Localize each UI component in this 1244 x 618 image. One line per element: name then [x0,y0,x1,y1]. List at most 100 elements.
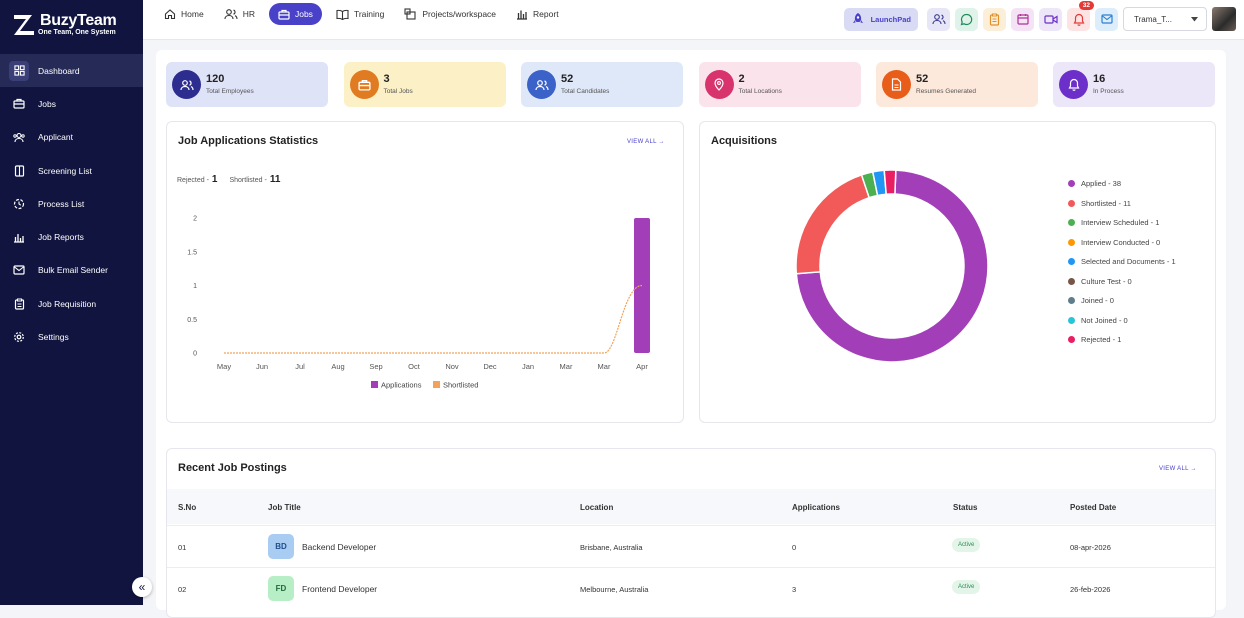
cell-posted-date: 08-apr-2026 [1070,543,1111,552]
tasks-button[interactable] [983,7,1006,31]
stat-card-total-candidates[interactable]: 52 Total Candidates [521,62,683,107]
legend-label: Rejected - 1 [1081,335,1122,345]
table-row[interactable]: 02 FD Frontend Developer Melbourne, Aust… [167,567,1215,609]
legend-dot [1068,180,1075,188]
legend-label: Selected and Documents - 1 [1081,257,1176,267]
card-title: Recent Job Postings [178,462,287,474]
sidebar-item-label: Bulk Email Sender [38,265,108,276]
stat-value: 16 [1093,73,1106,85]
users-icon [224,9,238,20]
caret-down-icon [1191,16,1198,21]
shortlisted-label: Shortlisted - [229,177,267,184]
sidebar-item-label: Job Requisition [38,298,97,309]
tab-hr[interactable]: HR [218,3,261,25]
stat-card-resumes-generated[interactable]: 52 Resumes Generated [876,62,1038,107]
sidebar-item-job-requisition[interactable]: Job Requisition [0,287,143,320]
collapse-sidebar-button[interactable]: « [132,577,152,597]
workspace-icon [404,8,416,20]
x-tick-label: Aug [331,362,344,371]
stat-label: Total Jobs [383,88,413,95]
legend-item: Shortlisted - 11 [1068,194,1176,214]
tab-training[interactable]: Training [330,3,390,25]
column-header: Location [580,503,614,512]
view-all-link[interactable]: VIEW ALL → [627,139,665,145]
legend-label: Applications [381,381,422,390]
y-tick-label: 1.5 [187,249,197,256]
table-header [167,489,1215,524]
series-line [224,284,643,354]
video-button[interactable] [1039,7,1062,31]
stat-value: 2 [738,73,745,85]
legend-dot [1068,297,1075,305]
legend-dot [1068,336,1075,344]
logo-mark-icon [14,15,34,35]
sidebar-item-screening-list[interactable]: Screening List [0,154,143,187]
calendar-button[interactable] [1011,7,1034,31]
sidebar-item-job-reports[interactable]: Job Reports [0,220,143,253]
column-header: Job Title [268,503,301,512]
legend-item: Selected and Documents - 1 [1068,252,1176,272]
stat-value: 52 [561,73,574,85]
stat-card-total-jobs[interactable]: 3 Total Jobs [343,62,506,107]
donut-slice[interactable] [795,169,989,363]
stat-card-total-locations[interactable]: 2 Total Locations [698,62,861,107]
job-title: Backend Developer [302,541,377,552]
donut-slice[interactable] [795,173,871,275]
briefcase-icon [278,9,290,20]
legend-item: Interview Scheduled - 1 [1068,213,1176,233]
stat-card-total-employees[interactable]: 120 Total Employees [166,62,328,107]
people-button[interactable] [927,7,950,31]
mail-button[interactable] [1095,7,1118,31]
chat-icon [960,13,973,25]
legend-dot [1068,316,1075,324]
sidebar-item-jobs[interactable]: Jobs [0,87,143,120]
sidebar-item-applicant[interactable]: Applicant [0,121,143,154]
sidebar-item-bulk-email-sender[interactable]: Bulk Email Sender [0,254,143,287]
main-content: 120 Total Employees 3 Total Jobs 52 Tota… [156,50,1226,618]
stat-label: In Process [1093,88,1124,95]
tab-label: Report [533,9,559,19]
legend-item: Applied - 38 [1068,174,1176,194]
legend-item: Interview Conducted - 0 [1068,233,1176,253]
stat-label: Total Locations [738,88,782,95]
legend-item: Rejected - 1 [1068,330,1176,350]
document-icon [882,70,911,99]
table-row[interactable]: 01 BD Backend Developer Brisbane, Austra… [167,525,1215,567]
stat-card-in-process[interactable]: 16 In Process [1053,62,1215,107]
sidebar-item-settings[interactable]: Settings [0,320,143,353]
stat-value: 120 [206,73,225,85]
tab-jobs[interactable]: Jobs [268,3,322,25]
tab-home[interactable]: Home [158,3,210,25]
donut-slice[interactable] [883,169,897,196]
notifications-button[interactable]: 32 [1067,0,1094,31]
column-header: S.No [178,503,197,512]
x-tick-label: Oct [408,362,421,371]
chat-button[interactable] [955,7,978,31]
legend-swatch [433,381,440,388]
sidebar-item-process-list[interactable]: Process List [0,187,143,220]
tab-report[interactable]: Report [510,3,565,25]
location-icon [704,70,734,99]
top-nav: Home HR Jobs Training Projects/workspace… [158,3,573,25]
users-icon [172,70,201,99]
rejected-label: Rejected - [177,177,209,184]
avatar[interactable] [1212,7,1236,31]
tab-projects-workspace[interactable]: Projects/workspace [398,3,502,25]
job-initials-avatar: FD [268,576,294,601]
sidebar-item-label: Job Reports [38,232,84,243]
card-title: Acquisitions [711,135,778,147]
cell-sno: 02 [178,585,187,594]
sidebar-item-dashboard[interactable]: Dashboard [0,54,143,88]
view-all-link[interactable]: VIEW ALL → [1159,466,1197,472]
stat-label: Total Employees [206,88,254,95]
user-dropdown[interactable]: Trama_T... [1123,7,1207,31]
job-title-cell[interactable]: BD Backend Developer [268,534,376,559]
x-tick-label: Nov [445,362,459,371]
brand-logo[interactable]: BuzyTeam One Team, One System [12,12,132,42]
gear-icon [9,327,29,347]
applications-chart: 0 0.5 1 1.5 2 May Jun Jul Aug Sep Oct Nov Dec Jan Mar M… [187,216,650,390]
job-title-cell[interactable]: FD Frontend Developer [268,576,377,601]
user-name: Trama_T... [1134,14,1172,24]
launchpad-button[interactable]: LaunchPad [843,7,918,31]
legend-dot [1068,238,1075,246]
